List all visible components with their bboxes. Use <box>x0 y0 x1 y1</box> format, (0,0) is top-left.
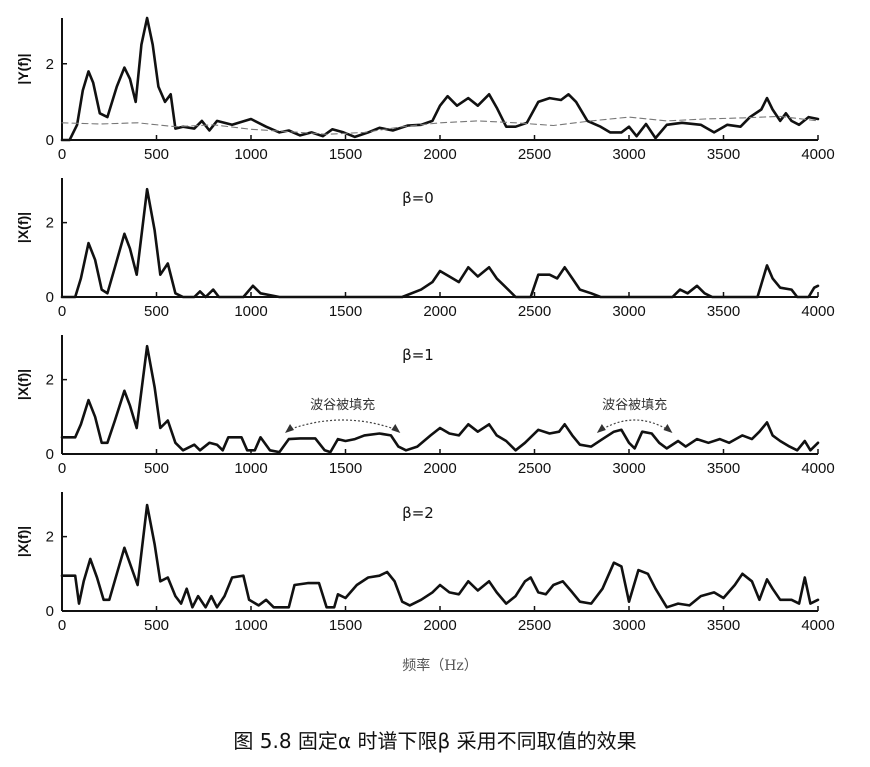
x-tick-label: 1500 <box>329 146 362 163</box>
x-axis-label: 频率（Hz） <box>402 657 478 674</box>
figure-caption: 图 5.8 固定α 时谱下限β 采用不同取值的效果 <box>233 729 637 753</box>
callout-arc <box>290 419 395 430</box>
series-line <box>60 16 820 142</box>
callout-label: 波谷被填充 <box>310 397 375 413</box>
x-tick-label: 2500 <box>518 617 551 634</box>
x-tick-label: 3000 <box>612 617 645 634</box>
x-tick-label: 4000 <box>801 303 834 320</box>
x-tick-label: 4000 <box>801 460 834 477</box>
x-tick-label: 3000 <box>612 303 645 320</box>
x-tick-label: 2000 <box>423 460 456 477</box>
y-tick-label: 0 <box>46 446 54 463</box>
x-tick-label: 1000 <box>234 303 267 320</box>
x-tick-label: 1500 <box>329 460 362 477</box>
callout-arrow-right <box>663 424 673 433</box>
x-tick-label: 4000 <box>801 146 834 163</box>
x-tick-label: 500 <box>144 303 169 320</box>
callout-arrow-left <box>596 424 606 433</box>
series-line <box>60 187 820 299</box>
x-tick-label: 3500 <box>707 303 740 320</box>
x-tick-label: 2000 <box>423 146 456 163</box>
x-tick-label: 1000 <box>234 460 267 477</box>
series-line <box>60 344 820 454</box>
y-tick-label: 2 <box>46 56 54 73</box>
x-tick-label: 3500 <box>707 146 740 163</box>
x-tick-label: 3000 <box>612 460 645 477</box>
series-line-dashed <box>61 115 819 135</box>
beta-annotation: β=2 <box>402 504 434 522</box>
series-line <box>60 503 820 609</box>
x-tick-label: 2000 <box>423 303 456 320</box>
y-axis-label: |Y(f)| <box>15 53 31 84</box>
x-tick-label: 3500 <box>707 617 740 634</box>
x-tick-label: 2500 <box>518 303 551 320</box>
x-tick-label: 0 <box>58 617 66 634</box>
x-tick-label: 3000 <box>612 146 645 163</box>
callout-arc <box>602 419 667 430</box>
x-tick-label: 2000 <box>423 617 456 634</box>
x-tick-label: 1500 <box>329 303 362 320</box>
callout-arrow-right <box>391 424 401 433</box>
y-tick-label: 0 <box>46 132 54 149</box>
beta-annotation: β=1 <box>402 346 434 364</box>
x-tick-label: 2500 <box>518 146 551 163</box>
x-tick-label: 0 <box>58 460 66 477</box>
x-tick-label: 500 <box>144 617 169 634</box>
y-axis-label: |X(f)| <box>15 526 31 557</box>
y-tick-label: 2 <box>46 372 54 389</box>
x-tick-label: 500 <box>144 460 169 477</box>
x-tick-label: 0 <box>58 303 66 320</box>
y-tick-label: 0 <box>46 603 54 620</box>
y-tick-label: 2 <box>46 529 54 546</box>
x-tick-label: 0 <box>58 146 66 163</box>
callout-arrow-left <box>285 424 295 433</box>
x-tick-label: 3500 <box>707 460 740 477</box>
x-tick-label: 2500 <box>518 460 551 477</box>
x-tick-label: 4000 <box>801 617 834 634</box>
beta-annotation: β=0 <box>402 189 434 207</box>
y-tick-label: 0 <box>46 289 54 306</box>
y-axis-label: |X(f)| <box>15 369 31 400</box>
x-tick-label: 1500 <box>329 617 362 634</box>
x-tick-label: 1000 <box>234 617 267 634</box>
figure: 0 500 1000 1500 2000 2500 3000 3500 400002|Y(f)|… <box>15 16 835 674</box>
x-tick-label: 500 <box>144 146 169 163</box>
y-tick-label: 2 <box>46 215 54 232</box>
callout-label: 波谷被填充 <box>602 397 667 413</box>
y-axis-label: |X(f)| <box>15 212 31 243</box>
x-tick-label: 1000 <box>234 146 267 163</box>
